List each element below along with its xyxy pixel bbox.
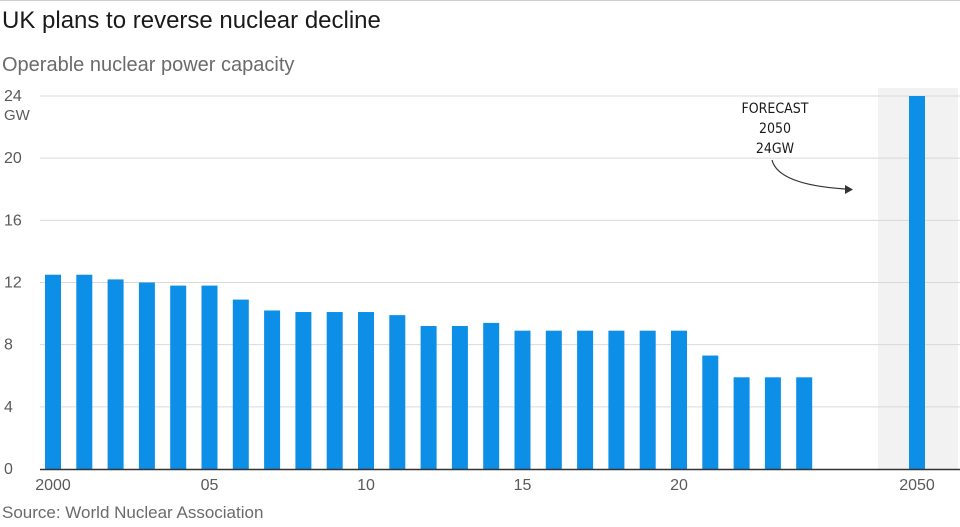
- bar-2007: [264, 310, 281, 469]
- y-tick-label-8: 8: [4, 337, 13, 354]
- chart-title: UK plans to reverse nuclear decline: [2, 7, 381, 34]
- bar-2024: [796, 377, 813, 469]
- annotation-line-1: FORECAST: [742, 101, 809, 117]
- y-tick-label-20: 20: [4, 150, 22, 167]
- chart-subtitle: Operable nuclear power capacity: [2, 54, 295, 76]
- bar-2050: [909, 96, 925, 469]
- bar-2002: [107, 279, 124, 469]
- bar-2013: [451, 326, 468, 469]
- annotation-line-2: 2050: [759, 121, 791, 137]
- bar-2020: [671, 330, 687, 469]
- bar-2004: [170, 285, 187, 469]
- bar-2015: [514, 330, 531, 469]
- gridlines-group: [40, 95, 960, 408]
- y-tick-label-16: 16: [4, 212, 22, 229]
- y-tick-label-4: 4: [4, 399, 13, 416]
- x-tick-label-2020: 20: [670, 477, 688, 494]
- y-tick-label-0: 0: [4, 461, 13, 478]
- x-tick-label-2050: 2050: [899, 477, 935, 494]
- bar-2001: [76, 274, 93, 469]
- bar-2018: [608, 330, 625, 469]
- y-tick-label-12: 12: [4, 275, 22, 292]
- y-tick-label-24: 24: [4, 88, 22, 105]
- x-tick-label-2005: 05: [201, 477, 219, 494]
- source-note: Source: World Nuclear Association: [2, 503, 264, 522]
- annotation-line-3: 24GW: [756, 141, 795, 157]
- bar-2003: [138, 282, 155, 469]
- x-tick-label-2015: 15: [514, 477, 532, 494]
- bar-2016: [545, 330, 562, 469]
- bar-2008: [295, 312, 312, 469]
- top-rule: [0, 0, 960, 1]
- annotation-arrow: [771, 159, 846, 190]
- bar-2000: [45, 274, 61, 469]
- bars-group: [45, 96, 925, 469]
- annotation-group: FORECAST 2050 24GW: [742, 101, 853, 194]
- bar-2012: [420, 326, 437, 469]
- bar-2009: [326, 312, 343, 469]
- bar-2006: [232, 299, 249, 469]
- x-tick-label-2000: 2000: [35, 477, 71, 494]
- bar-2021: [702, 355, 719, 469]
- bar-2011: [389, 315, 406, 469]
- bar-2017: [577, 330, 594, 469]
- annotation-arrowhead: [845, 185, 853, 194]
- bar-2023: [764, 377, 781, 469]
- bar-2019: [639, 330, 656, 469]
- bar-2010: [358, 312, 374, 469]
- bar-2005: [201, 285, 218, 469]
- y-unit-label: GW: [4, 107, 31, 124]
- x-tick-label-2010: 10: [357, 477, 375, 494]
- bar-2022: [733, 377, 750, 469]
- bar-2014: [483, 322, 500, 469]
